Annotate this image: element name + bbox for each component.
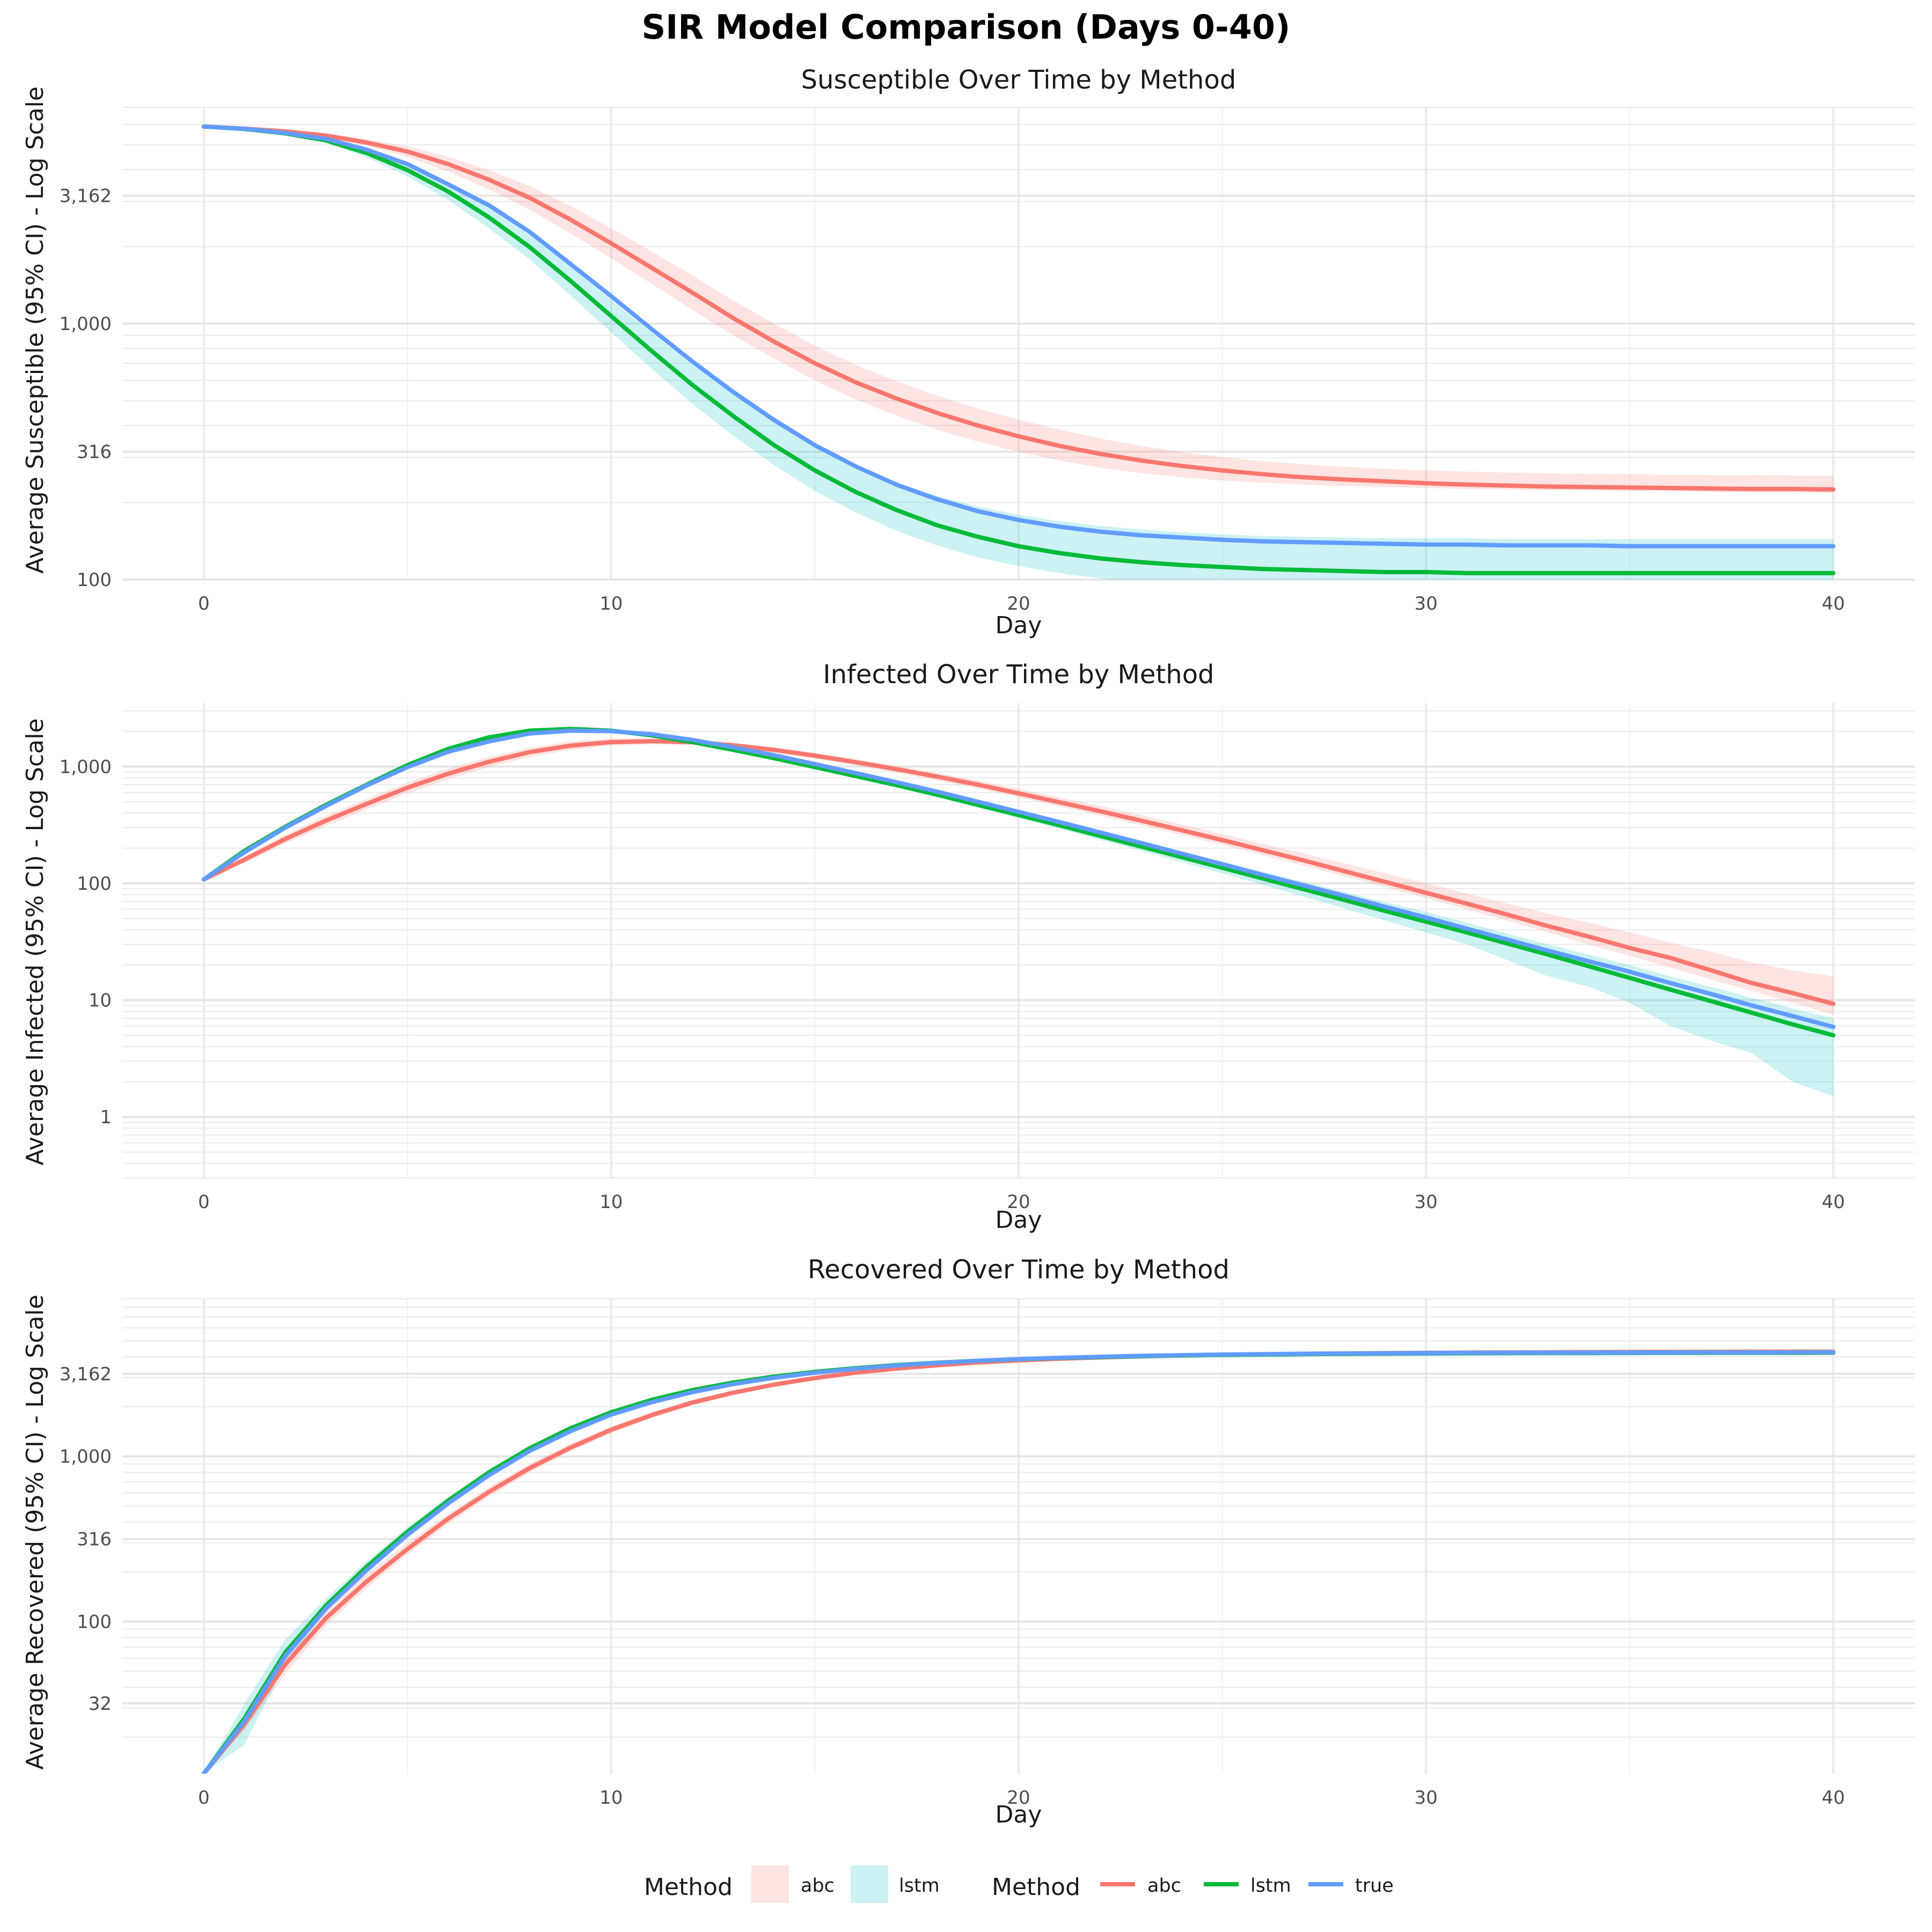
x-axis-label: Day [996, 1206, 1042, 1234]
x-tick-label: 10 [599, 593, 623, 614]
legend-fill-title: Method [644, 1874, 733, 1901]
legend-line-label-true: true [1355, 1875, 1394, 1897]
plot-area [201, 727, 1836, 1096]
series-line-true [201, 1350, 1836, 1774]
x-tick-label: 30 [1414, 1787, 1437, 1809]
panel-title: Recovered Over Time by Method [808, 1255, 1230, 1285]
y-tick-label: 100 [77, 569, 112, 591]
x-tick-label: 30 [1414, 593, 1437, 614]
susceptible-panel: Susceptible Over Time by Method Average … [21, 65, 1915, 639]
y-tick-label: 1,000 [60, 313, 112, 335]
plot-area [201, 1349, 1836, 1774]
x-tick-label: 20 [1007, 1191, 1030, 1213]
y-tick-label: 100 [77, 1612, 112, 1633]
x-tick-label: 40 [1822, 593, 1845, 614]
y-tick-label: 1,000 [60, 1446, 112, 1468]
series-line-lstm [201, 124, 1836, 575]
infected-panel: Infected Over Time by Method Average Inf… [21, 660, 1915, 1234]
legend-line-title: Method [992, 1874, 1080, 1901]
series-line-lstm [201, 727, 1836, 1038]
x-axis-label: Day [996, 612, 1042, 639]
series-line-abc [201, 739, 1836, 1006]
y-axis-label: Average Susceptible (95% CI) - Log Scale [21, 86, 49, 574]
legend-line-label-lstm: lstm [1250, 1875, 1291, 1897]
series-line-true [201, 124, 1836, 548]
recovered-panel: Recovered Over Time by Method Average Re… [21, 1255, 1915, 1828]
x-axis-label: Day [996, 1801, 1042, 1828]
grid [122, 703, 1915, 1179]
figure-title: SIR Model Comparison (Days 0-40) [642, 8, 1291, 47]
y-axis-label: Average Recovered (95% CI) - Log Scale [21, 1294, 49, 1769]
x-tick-label: 10 [599, 1787, 623, 1809]
panel-title: Susceptible Over Time by Method [801, 65, 1236, 95]
ci-band-abc [203, 126, 1834, 493]
grid [122, 107, 1915, 581]
x-tick-label: 0 [198, 1191, 210, 1213]
legend-fill-label-abc: abc [801, 1875, 835, 1897]
y-axis-label: Average Infected (95% CI) - Log Scale [21, 718, 49, 1165]
series-line-true [201, 728, 1836, 1029]
y-tick-label: 100 [77, 873, 112, 895]
series-line-abc [201, 124, 1836, 492]
legend: Method abc lstm Method abc lstm true [644, 1865, 1394, 1903]
y-tick-label: 10 [89, 990, 112, 1012]
y-tick-label: 1 [100, 1107, 112, 1128]
x-tick-label: 40 [1822, 1191, 1845, 1213]
x-tick-label: 20 [1007, 1787, 1030, 1809]
y-tick-label: 32 [89, 1693, 112, 1715]
legend-fill-swatch-abc [751, 1865, 789, 1903]
legend-line-label-abc: abc [1147, 1875, 1181, 1897]
legend-fill-label-lstm: lstm [899, 1875, 940, 1897]
x-tick-label: 0 [198, 1787, 210, 1809]
x-tick-label: 20 [1007, 593, 1030, 614]
y-tick-label: 316 [77, 442, 112, 463]
y-tick-label: 316 [77, 1529, 112, 1550]
grid [122, 1298, 1915, 1774]
x-tick-label: 0 [198, 593, 210, 614]
legend-fill-swatch-lstm [851, 1865, 888, 1903]
plot-area [201, 124, 1836, 580]
x-tick-label: 30 [1414, 1191, 1437, 1213]
panel-title: Infected Over Time by Method [823, 660, 1214, 690]
x-tick-label: 10 [599, 1191, 623, 1213]
y-tick-label: 1,000 [60, 756, 112, 778]
x-tick-label: 40 [1822, 1787, 1845, 1809]
y-tick-label: 3,162 [60, 186, 112, 207]
y-tick-label: 3,162 [60, 1364, 112, 1385]
